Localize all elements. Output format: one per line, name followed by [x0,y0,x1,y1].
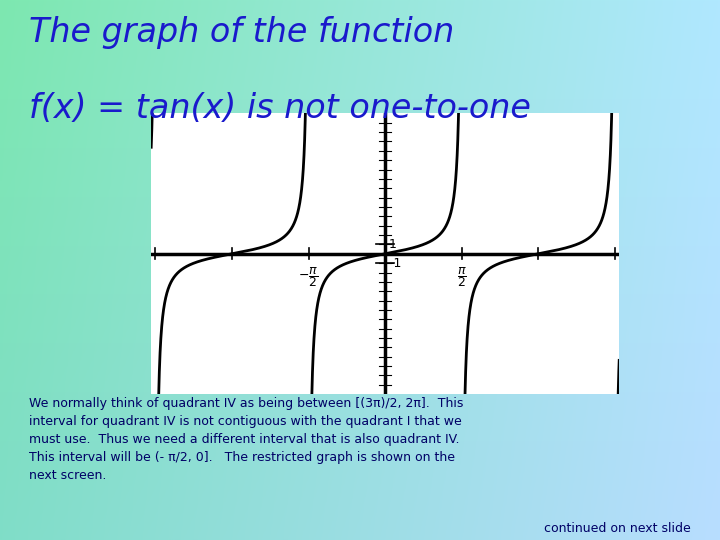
Text: f(x) = tan(x) is not one-to-one: f(x) = tan(x) is not one-to-one [29,92,531,125]
Text: continued on next slide: continued on next slide [544,522,691,535]
Text: 1: 1 [389,238,397,251]
Text: $\dfrac{\pi}{2}$: $\dfrac{\pi}{2}$ [456,265,467,289]
Text: -1: -1 [389,256,402,269]
Text: We normally think of quadrant IV as being between [(3π)/2, 2π].  This
interval f: We normally think of quadrant IV as bein… [29,397,463,482]
Text: $-\dfrac{\pi}{2}$: $-\dfrac{\pi}{2}$ [298,265,319,289]
Text: The graph of the function: The graph of the function [29,16,454,49]
